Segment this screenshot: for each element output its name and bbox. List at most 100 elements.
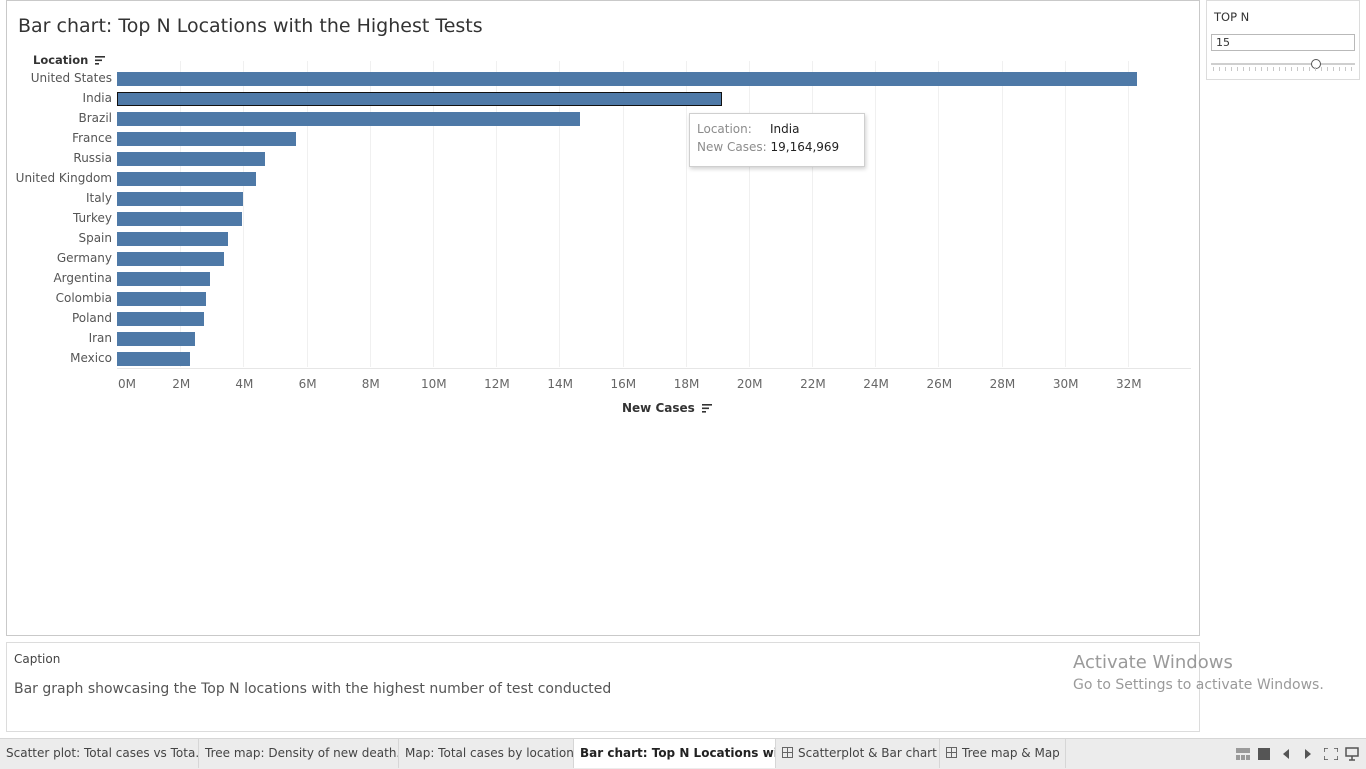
next-sheet-icon[interactable] [1304,749,1312,759]
bar-brazil[interactable] [117,112,580,126]
x-tick-label: 22M [800,377,826,391]
x-axis-line [117,368,1191,369]
x-tick-label: 18M [673,377,700,391]
category-label[interactable]: Colombia [55,291,112,305]
previous-sheet-icon[interactable] [1282,749,1290,759]
caption-text: Bar graph showcasing the Top N locations… [14,681,612,697]
tooltip-location-value: India [770,122,800,136]
x-tick-label: 14M [547,377,573,391]
category-label[interactable]: Argentina [53,271,112,285]
category-label[interactable]: Germany [56,251,112,265]
top-n-slider-track[interactable] [1211,63,1355,65]
x-tick-label: 4M [235,377,254,391]
x-tick-label: 24M [863,377,889,391]
x-tick-label: 12M [484,377,510,391]
category-label[interactable]: Mexico [70,351,112,365]
bar-colombia[interactable] [117,292,206,306]
fullscreen-icon[interactable] [1324,748,1338,760]
bar-spain[interactable] [117,232,228,246]
tab-label: Scatterplot & Bar chart [798,746,937,760]
top-n-input[interactable]: 15 [1211,34,1355,51]
gridline [1128,61,1129,367]
bar-mexico[interactable] [117,352,190,366]
gridline [306,61,308,367]
category-label[interactable]: India [82,91,112,105]
presentation-mode-icon[interactable] [1345,747,1359,761]
worksheet-view: Bar chart: Top N Locations with the High… [6,0,1200,636]
tab-bar-chart[interactable]: Bar chart: Top N Locations wit... [574,739,776,768]
x-tick-label: 0M [118,377,136,391]
worksheet-title: Bar chart: Top N Locations with the High… [18,15,483,37]
x-tick-label: 20M [736,377,763,391]
tooltip-location-row: Location: India [697,122,799,136]
x-tick-label: 6M [298,377,317,391]
bar-argentina[interactable] [117,272,210,286]
top-n-slider-ticks [1213,67,1355,71]
x-tick-label: 2M [172,377,191,391]
gridline [938,61,940,367]
category-label[interactable]: United States [30,71,112,85]
tab-map[interactable]: Map: Total cases by location [399,739,574,768]
category-label[interactable]: United Kingdom [15,171,112,185]
tab-tree-map-map-dashboard[interactable]: Tree map & Map [940,739,1066,768]
bar-united-kingdom[interactable] [117,172,256,186]
tab-scatter-plot[interactable]: Scatter plot: Total cases vs Tota... [0,739,199,768]
bar-united-states[interactable] [117,72,1137,86]
gridline [496,61,498,367]
bar-italy[interactable] [117,192,243,206]
tab-label: Tree map: Density of new death... [205,746,399,760]
gridline [1064,61,1066,367]
gridline [622,61,624,367]
x-axis-header[interactable]: New Cases [622,401,712,415]
gridline [875,61,877,367]
category-label[interactable]: Russia [73,151,112,165]
top-n-title: TOP N [1214,10,1250,24]
category-label[interactable]: Brazil [78,111,113,125]
bar-india[interactable] [117,92,722,106]
category-label[interactable]: Spain [78,231,112,245]
x-tick-label: 8M [361,377,380,391]
gridline [748,61,750,367]
x-tick-label: 10M [420,377,447,391]
gridline [812,61,814,367]
watermark-line-2: Go to Settings to activate Windows. [1073,677,1324,693]
tooltip-cases-label: New Cases: [697,140,767,154]
tooltip-cases-value: 19,164,969 [770,140,840,154]
top-n-parameter-card: TOP N 15 [1206,0,1360,80]
gridline [685,61,687,367]
show-tabs-icon[interactable] [1258,748,1270,760]
x-tick-label: 30M [1052,377,1079,391]
tab-tree-map[interactable]: Tree map: Density of new death... [199,739,399,768]
location-header[interactable]: Location [33,53,106,67]
tab-label: Tree map & Map [962,746,1060,760]
gridline [1001,61,1003,367]
bar-iran[interactable] [117,332,195,346]
sheet-tab-bar: Scatter plot: Total cases vs Tota... Tre… [0,738,1366,769]
tab-scatterplot-bar-dashboard[interactable]: Scatterplot & Bar chart [776,739,940,768]
caption-title: Caption [14,652,61,666]
caption-panel: Caption Bar graph showcasing the Top N l… [6,642,1200,732]
x-axis-title: New Cases [622,401,695,415]
bar-turkey[interactable] [117,212,242,226]
x-tick-label: 28M [989,377,1016,391]
bar-poland[interactable] [117,312,204,326]
dashboard-icon [782,747,793,758]
x-tick-label: 16M [610,377,637,391]
category-label[interactable]: France [72,131,112,145]
category-label[interactable]: Poland [71,311,112,325]
bar-germany[interactable] [117,252,224,266]
bar-russia[interactable] [117,152,265,166]
category-label[interactable]: Italy [85,191,112,205]
category-label[interactable]: Turkey [72,211,112,225]
sort-icon[interactable] [701,404,712,413]
sort-icon[interactable] [95,56,106,65]
category-label[interactable]: Iran [88,331,112,345]
gridline [243,61,245,367]
tab-label: Map: Total cases by location [405,746,574,760]
tooltip-cases-row: New Cases: 19,164,969 [697,140,839,154]
gridline [559,61,561,367]
show-filmstrip-icon[interactable] [1236,748,1250,760]
bar-france[interactable] [117,132,296,146]
gridline [369,61,371,367]
x-tick-label: 32M [1116,377,1142,391]
